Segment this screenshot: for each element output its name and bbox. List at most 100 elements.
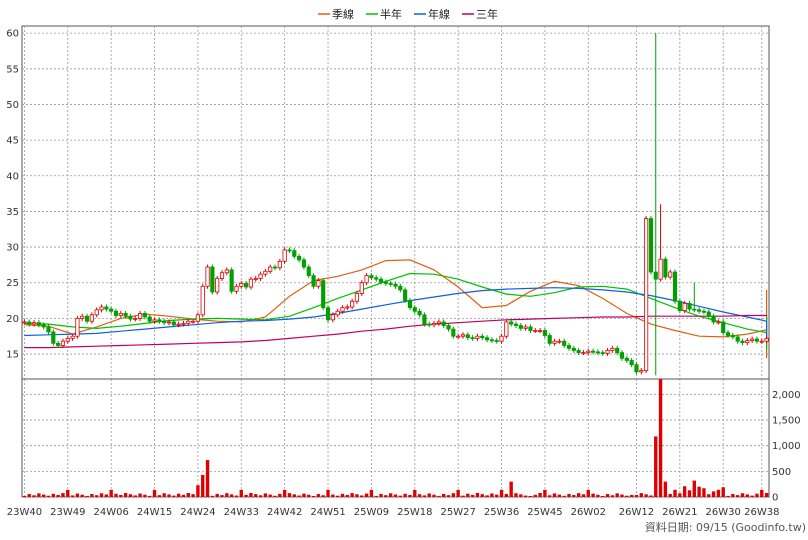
data-date-footer: 資料日期: 09/15 (Goodinfo.tw)	[645, 520, 806, 534]
volume-bar	[172, 495, 176, 497]
volume-bar	[307, 494, 311, 497]
volume-bar	[649, 495, 653, 497]
legend-label: 半年	[380, 7, 402, 21]
volume-bar	[268, 494, 272, 497]
x-tick-label: 24W06	[93, 507, 128, 518]
candle	[147, 314, 152, 324]
candle	[412, 305, 417, 314]
candle-body	[653, 271, 658, 280]
candle-body	[436, 321, 441, 324]
candle-body	[205, 266, 210, 287]
candle	[576, 347, 581, 356]
candle-body	[65, 337, 70, 342]
volume-bar	[152, 489, 157, 497]
candle	[677, 298, 682, 314]
candle-body	[711, 315, 716, 323]
volume-bar	[711, 491, 716, 497]
candle-body	[407, 300, 413, 309]
volume-bar	[629, 494, 634, 497]
candle	[644, 216, 649, 373]
volume-bar	[95, 495, 99, 497]
candle-body	[615, 347, 620, 354]
candle-body	[118, 312, 123, 316]
volume-bar	[114, 493, 118, 497]
candle	[513, 321, 519, 329]
candle-body	[109, 308, 114, 312]
candle	[417, 308, 422, 318]
candle-body	[56, 342, 61, 346]
candle-body	[412, 307, 417, 312]
candle	[682, 300, 687, 314]
volume-bars	[22, 379, 769, 497]
candle-body	[268, 266, 273, 272]
candle	[31, 320, 37, 327]
candle-body	[475, 335, 480, 339]
volume-bar	[499, 489, 504, 497]
candle	[219, 270, 225, 281]
candle-body	[282, 249, 287, 262]
candle	[480, 333, 485, 341]
price-tick-label: 45	[6, 136, 19, 147]
candle-body	[624, 357, 629, 361]
candle	[263, 268, 268, 277]
candle	[51, 329, 56, 346]
volume-bar	[205, 460, 210, 497]
candle-body	[325, 307, 331, 321]
volume-bar	[634, 494, 639, 497]
volume-bar	[369, 489, 374, 497]
candle-body	[750, 338, 755, 341]
candle-body	[229, 269, 234, 292]
volume-bar	[244, 494, 248, 497]
candle-body	[244, 283, 249, 288]
volume-bar	[552, 493, 557, 497]
volume-bar	[66, 489, 70, 497]
candle-body	[152, 319, 157, 322]
candle	[393, 281, 398, 289]
volume-bar	[697, 486, 701, 497]
volume-bar	[490, 493, 494, 497]
candle	[687, 300, 692, 312]
candle	[533, 328, 538, 334]
candle-body	[239, 283, 244, 287]
volume-bar	[548, 495, 552, 497]
volume-bar	[364, 493, 369, 497]
volume-bar	[148, 495, 152, 497]
candle-body	[354, 293, 360, 302]
volume-bar	[32, 495, 36, 497]
candle-body	[306, 266, 311, 276]
candle	[99, 304, 104, 313]
candle	[422, 312, 427, 327]
candle	[407, 298, 413, 311]
volume-bar	[37, 493, 41, 497]
volume-bar	[591, 493, 595, 497]
volume-bar	[331, 494, 335, 497]
volume-bar	[504, 493, 509, 497]
volume-bar	[234, 495, 239, 497]
candle-body	[383, 281, 388, 284]
candle	[297, 253, 302, 263]
candle	[292, 248, 297, 259]
volume-bar	[678, 493, 682, 497]
candle	[451, 326, 456, 339]
volume-bar	[292, 494, 296, 497]
legend-label: 季線	[332, 7, 354, 21]
candle	[374, 275, 379, 282]
candle	[586, 348, 591, 356]
candle-body	[142, 312, 147, 318]
volume-bar	[51, 493, 56, 497]
ma-line-1	[24, 259, 768, 359]
volume-bar	[442, 493, 446, 497]
x-tick-label: 25W09	[354, 507, 389, 518]
x-tick-label: 26W30	[706, 507, 741, 518]
candle-body	[94, 309, 99, 316]
candle-body	[537, 330, 543, 332]
candle	[735, 334, 740, 344]
candle-body	[542, 330, 547, 336]
candle	[711, 313, 716, 325]
x-tick-label: 23W40	[7, 507, 42, 518]
candle-body	[171, 321, 176, 326]
candle-body	[460, 334, 466, 337]
candle	[152, 317, 157, 324]
candle-body	[668, 271, 673, 278]
volume-bar	[543, 489, 547, 497]
